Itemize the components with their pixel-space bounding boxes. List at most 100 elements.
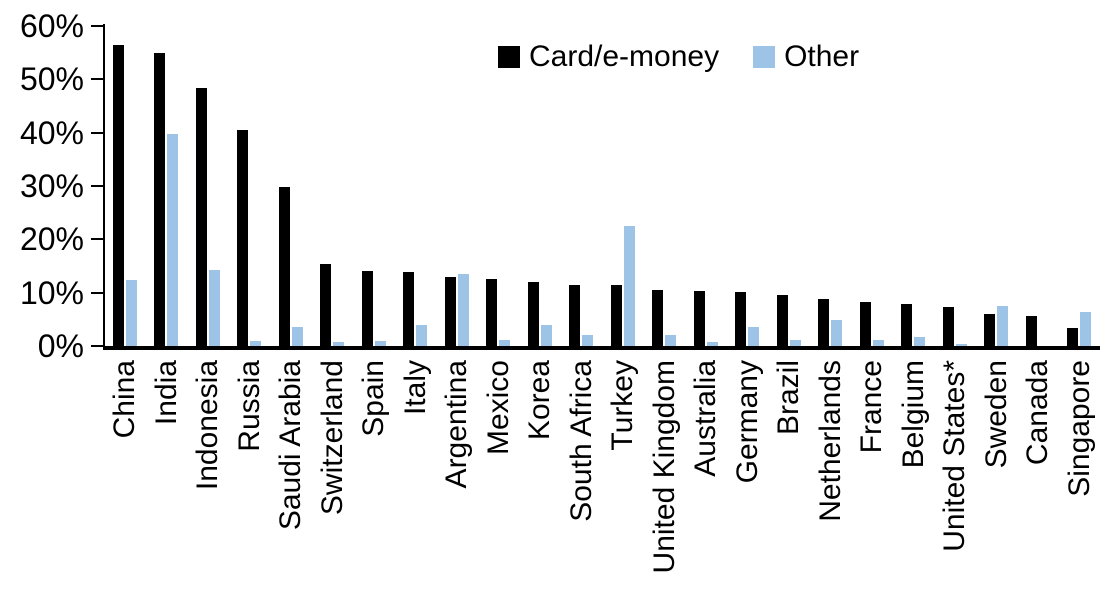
x-label-china: China — [108, 360, 141, 439]
x-label-belgium: Belgium — [896, 360, 930, 469]
bar-card-e-money-saudi-arabia — [278, 186, 290, 346]
bar-card-e-money-china — [112, 44, 124, 346]
x-label-turkey: Turkey — [606, 360, 639, 451]
y-tick-label-30: 30% — [19, 168, 84, 204]
bar-group-argentina — [436, 26, 478, 346]
x-axis-line — [103, 346, 1100, 350]
x-label-india: India — [149, 360, 183, 426]
x-label-netherlands: Netherlands — [813, 360, 847, 522]
x-label-singapore: Singapore — [1062, 360, 1096, 497]
x-label-australia: Australia — [689, 360, 722, 477]
bar-group-saudi-arabia — [270, 26, 312, 346]
bar-card-e-money-germany — [735, 292, 747, 346]
bar-other-mexico — [499, 339, 511, 346]
bar-other-singapore — [1080, 312, 1092, 346]
x-label-germany: Germany — [730, 360, 764, 484]
bar-group-china — [104, 26, 146, 346]
bar-other-south-africa — [582, 335, 594, 346]
bar-group-italy — [395, 26, 437, 346]
x-label-korea: Korea — [523, 360, 556, 441]
bar-group-canada — [1017, 26, 1059, 346]
x-label-mexico: Mexico — [481, 360, 515, 456]
bar-other-sweden — [997, 305, 1009, 346]
x-label-slot-switzerland: Switzerland — [312, 360, 354, 592]
x-label-slot-korea: Korea — [519, 360, 561, 592]
y-tick-0 — [91, 345, 104, 347]
x-label-slot-saudi-arabia: Saudi Arabia — [270, 360, 312, 592]
bar-other-united-kingdom — [665, 334, 677, 346]
bar-card-e-money-italy — [403, 271, 415, 346]
bar-card-e-money-korea — [527, 281, 539, 346]
x-label-slot-mexico: Mexico — [478, 360, 520, 592]
bar-other-brazil — [789, 340, 801, 346]
bar-other-united-states — [955, 344, 967, 346]
chart-legend: Card/e-money Other — [498, 42, 859, 72]
x-label-brazil: Brazil — [772, 360, 805, 436]
plot-area — [104, 26, 1100, 346]
bar-card-e-money-south-africa — [569, 284, 581, 346]
x-axis-labels: China India Indonesia Russia Saudi Arabia Swi… — [104, 360, 1100, 592]
bar-group-australia — [685, 26, 727, 346]
bar-other-turkey — [623, 226, 635, 346]
bar-card-e-money-sweden — [984, 313, 996, 346]
bar-card-e-money-united-states — [942, 306, 954, 346]
x-label-russia: Russia — [232, 360, 266, 452]
x-label-slot-netherlands: Netherlands — [810, 360, 852, 592]
bar-other-spain — [374, 340, 386, 346]
bar-other-saudi-arabia — [291, 326, 303, 346]
x-label-slot-spain: Spain — [353, 360, 395, 592]
x-label-slot-belgium: Belgium — [893, 360, 935, 592]
x-label-saudi-arabia: Saudi Arabia — [274, 360, 307, 531]
x-label-united-states: United States* — [938, 360, 971, 552]
bar-card-e-money-canada — [1025, 316, 1037, 346]
x-label-south-africa: South Africa — [564, 360, 598, 522]
bar-group-mexico — [478, 26, 520, 346]
x-label-slot-united-kingdom: United Kingdom — [644, 360, 686, 592]
x-label-argentina: Argentina — [440, 360, 473, 489]
x-label-slot-argentina: Argentina — [436, 360, 478, 592]
bar-group-india — [146, 26, 188, 346]
bar-group-france — [851, 26, 893, 346]
bar-other-russia — [250, 340, 262, 346]
y-tick-40 — [91, 131, 104, 134]
x-label-switzerland: Switzerland — [315, 360, 349, 516]
bar-card-e-money-singapore — [1067, 327, 1079, 346]
bar-group-singapore — [1059, 26, 1101, 346]
bar-other-netherlands — [831, 320, 843, 346]
bar-other-india — [167, 133, 179, 346]
bar-other-china — [125, 279, 137, 346]
x-label-france: France — [855, 360, 888, 454]
bar-group-indonesia — [187, 26, 229, 346]
bar-other-switzerland — [333, 341, 345, 346]
y-tick-label-0: 0% — [37, 328, 84, 364]
x-label-slot-canada: Canada — [1017, 360, 1059, 592]
bar-card-e-money-russia — [237, 129, 249, 346]
y-tick-label-60: 60% — [19, 8, 84, 44]
x-label-indonesia: Indonesia — [191, 360, 224, 491]
bar-card-e-money-netherlands — [818, 299, 830, 346]
x-label-slot-sweden: Sweden — [976, 360, 1018, 592]
bar-card-e-money-switzerland — [320, 263, 332, 346]
bar-other-italy — [416, 324, 428, 346]
x-label-slot-italy: Italy — [395, 360, 437, 592]
bar-group-south-africa — [561, 26, 603, 346]
y-tick-label-50: 50% — [19, 61, 84, 98]
x-label-slot-australia: Australia — [685, 360, 727, 592]
bar-card-e-money-mexico — [486, 279, 498, 346]
legend-label-other: Other — [784, 40, 860, 73]
bar-other-australia — [706, 341, 718, 346]
y-tick-10 — [91, 291, 104, 294]
y-tick-60 — [91, 25, 104, 27]
bar-group-netherlands — [810, 26, 852, 346]
bar-other-argentina — [457, 274, 469, 346]
y-tick-label-40: 40% — [19, 114, 84, 151]
y-tick-label-20: 20% — [19, 221, 84, 258]
bar-group-belgium — [893, 26, 935, 346]
x-label-slot-united-states: United States* — [934, 360, 976, 592]
x-label-sweden: Sweden — [979, 360, 1013, 469]
x-label-slot-russia: Russia — [229, 360, 271, 592]
x-label-slot-china: China — [104, 360, 146, 592]
bar-group-united-states — [934, 26, 976, 346]
bar-other-indonesia — [208, 269, 220, 346]
bar-group-spain — [353, 26, 395, 346]
